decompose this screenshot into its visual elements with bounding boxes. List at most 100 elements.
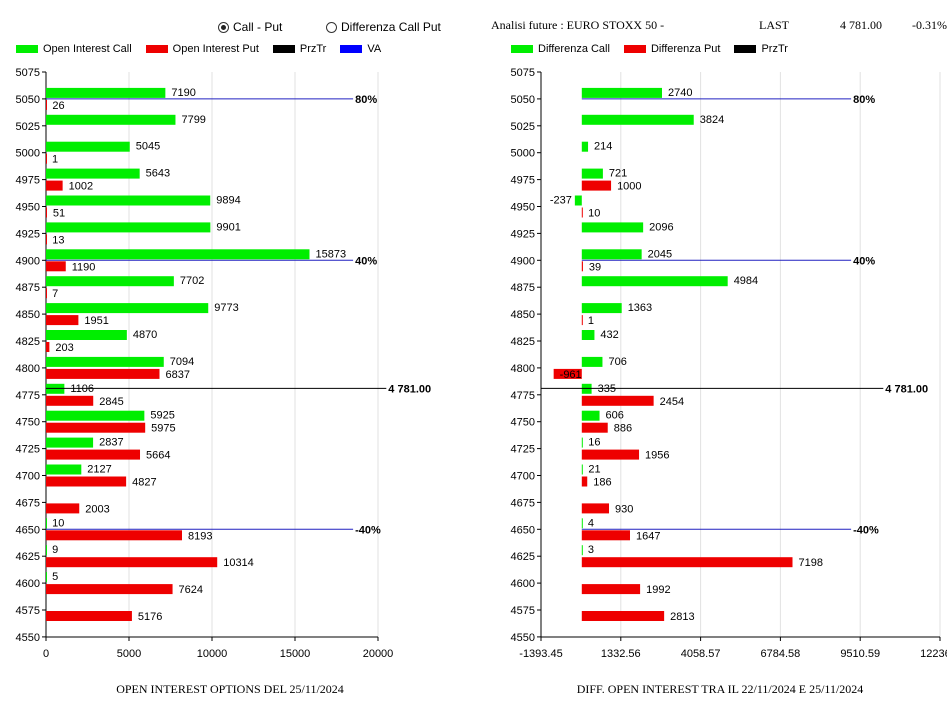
radio-diff-call-put[interactable]: Differenza Call Put [326,20,441,34]
x-tick-label: 12236.6 [920,648,947,660]
legend-item: PrzTr [272,43,327,55]
legend-label: Differenza Put [650,43,721,55]
put-bar [46,368,160,379]
y-tick-label: 4625 [511,551,535,563]
y-tick-label: 4700 [16,471,40,483]
call-value-label: 9901 [216,221,240,233]
legend-swatch-przTr [272,45,295,53]
call-bar [574,195,582,206]
last-label: LAST [759,18,789,32]
call-value-label: 7094 [170,356,194,368]
call-value-label: -237 [550,195,572,207]
legend-swatch-va [340,45,363,53]
legend-label: PrzTr [761,43,788,55]
put-bar [46,449,141,460]
put-bar [581,530,631,541]
call-value-label: 2096 [649,221,673,233]
y-tick-label: 4800 [16,363,40,375]
legend-swatch-call [16,45,38,53]
y-tick-label: 5050 [16,94,40,106]
put-value-label: 203 [55,342,73,354]
call-bar [46,249,310,260]
x-tick-label: 9510.59 [840,648,880,660]
put-value-label: 1000 [617,181,641,193]
y-tick-label: 4825 [511,336,535,348]
call-bar [581,114,694,125]
legend-label: PrzTr [299,43,327,55]
put-bar [581,476,588,487]
analysis-label: Analisi future : EURO STOXX 50 - [491,18,665,32]
call-value-label: 3824 [700,114,724,126]
call-bar [46,141,130,152]
call-value-label: 9894 [216,195,240,207]
y-tick-label: 4725 [16,444,40,456]
put-value-label: 26 [52,100,64,112]
y-tick-label: 4550 [16,632,40,644]
call-value-label: 7799 [181,114,205,126]
put-value-label: 13 [52,234,64,246]
put-bar [46,234,47,245]
y-tick-label: 4975 [16,175,40,187]
y-tick-label: 4575 [16,605,40,617]
call-bar [46,87,166,98]
call-bar [46,545,47,556]
put-bar [581,180,612,191]
change-value: -0.31% [912,18,947,32]
put-value-label: 4827 [132,477,156,489]
put-value-label: 2454 [660,396,684,408]
call-value-label: 2837 [99,437,123,449]
y-tick-label: 4650 [16,524,40,536]
radio-call-put[interactable]: Call - Put [218,20,282,34]
reference-line-label: 40% [355,255,377,267]
put-value-label: 7624 [179,584,203,596]
legend-item: VA [340,43,381,55]
put-bar [46,422,146,433]
y-tick-label: 4950 [16,202,40,214]
call-value-label: 21 [588,464,600,476]
call-bar [46,356,164,367]
call-bar [581,222,644,233]
legend-swatch-diff-call [511,45,533,53]
legend-label: Differenza Call [538,43,610,55]
put-bar [581,315,583,326]
put-value-label: 10 [588,208,600,220]
put-bar [46,584,173,595]
legend-swatch-przTr [734,45,757,53]
call-bar [46,303,209,314]
legend-label: Open Interest Call [43,43,132,55]
y-tick-label: 4550 [511,632,535,644]
legend-item: Open Interest Call [16,43,132,55]
call-bar [46,114,176,125]
y-tick-label: 4750 [16,417,40,429]
put-bar [581,261,583,272]
y-tick-label: 5025 [511,121,535,133]
call-value-label: 9773 [214,302,238,314]
reference-line-label: 40% [853,255,875,267]
call-bar [581,545,583,556]
y-tick-label: 4975 [511,175,535,187]
call-bar [581,87,663,98]
call-value-label: 1363 [628,302,652,314]
reference-line-label: 80% [853,94,875,106]
put-bar [46,315,79,326]
call-value-label: 2045 [648,248,672,260]
put-value-label: -961 [560,369,582,381]
x-tick-label: 0 [43,648,49,660]
put-value-label: 1002 [69,181,93,193]
call-bar [46,168,140,179]
call-bar [46,222,211,233]
put-bar [581,611,665,621]
last-value: 4 781.00 [840,18,882,32]
call-bar [581,303,622,314]
chart-right-title: DIFF. OPEN INTEREST TRA IL 22/11/2024 E … [576,682,864,696]
y-tick-label: 5000 [16,148,40,160]
legend-item: Differenza Call [511,43,610,55]
put-bar [46,180,63,191]
put-bar [46,261,66,272]
x-tick-label: 1332.56 [601,648,641,660]
x-tick-label: 15000 [280,648,311,660]
y-tick-label: 4875 [511,282,535,294]
put-value-label: 1951 [84,315,108,327]
call-value-label: 5045 [136,141,160,153]
